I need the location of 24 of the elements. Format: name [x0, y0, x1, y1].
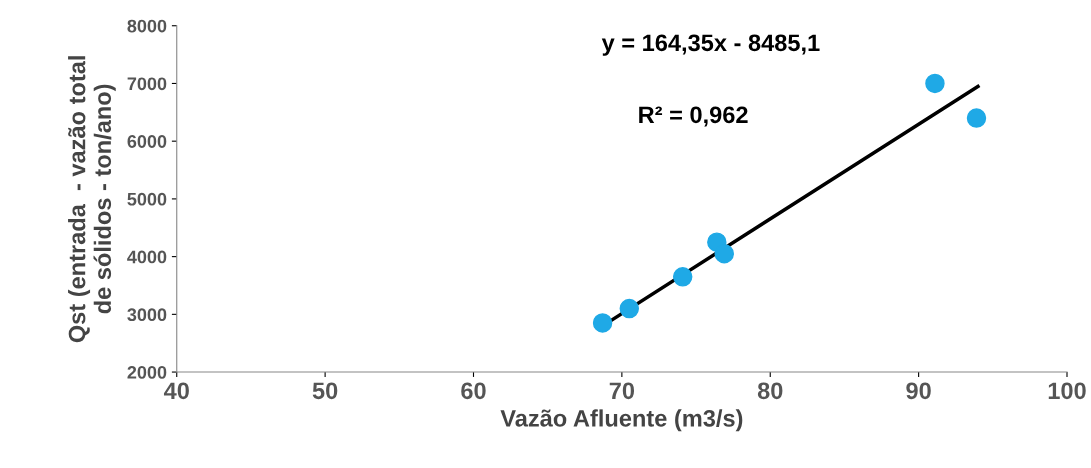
y-tick-label: 4000: [127, 250, 167, 264]
point: [672, 267, 693, 287]
y-tick-label: 5000: [127, 192, 167, 206]
x-tick-label: 80: [757, 382, 783, 400]
point: [925, 73, 945, 94]
y-axis-title: Qst (entrada - vazão total de sólidos - ton/ano): [68, 56, 116, 343]
x-tick-label: 90: [906, 382, 931, 400]
x-tick-label: 100: [1048, 382, 1086, 400]
point: [714, 244, 734, 264]
point: [592, 313, 613, 333]
annotation: y = 164,35x - 8485,1: [601, 34, 820, 56]
x-tick-label: 50: [312, 382, 338, 400]
y-tick-label: 6000: [127, 135, 167, 148]
point: [619, 298, 640, 319]
annotation: R² = 0,962: [639, 106, 748, 127]
y-tick-label: 3000: [127, 308, 167, 322]
y-tick-label: 2000: [127, 365, 167, 379]
point: [966, 108, 987, 128]
y-tick-label: 8000: [127, 19, 167, 33]
y-tick-label: 7000: [127, 77, 167, 91]
x-tick-label: 70: [609, 382, 635, 400]
x-tick-label: 60: [461, 382, 486, 400]
x-axis-title: Vazão Afluente (m3/s): [500, 409, 743, 432]
x-tick-label: 40: [163, 382, 189, 400]
